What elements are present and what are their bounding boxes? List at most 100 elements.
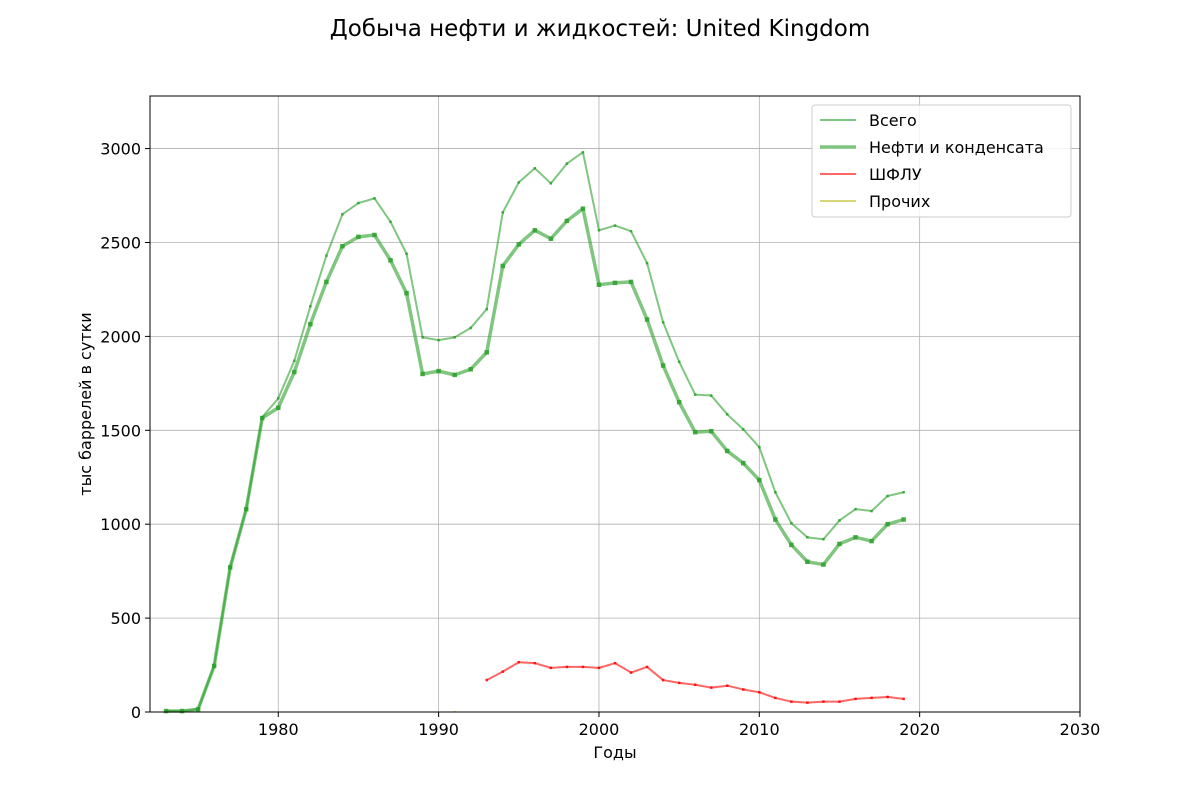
data-point — [517, 660, 521, 664]
data-point — [501, 670, 505, 673]
data-point — [372, 232, 377, 238]
data-point — [774, 491, 777, 494]
data-point — [341, 213, 344, 216]
data-point — [404, 290, 409, 296]
data-point — [356, 234, 361, 240]
data-point — [243, 506, 249, 512]
data-point — [469, 326, 472, 330]
series-2 — [485, 660, 905, 704]
data-point — [789, 542, 794, 548]
plot-frame — [149, 95, 1081, 713]
data-point — [629, 671, 633, 674]
data-point — [709, 686, 713, 689]
legend-box — [811, 104, 1072, 218]
data-point — [870, 509, 873, 513]
data-point — [692, 429, 698, 435]
data-point — [325, 254, 328, 257]
data-point — [437, 338, 440, 342]
y-tick-label: 500 — [110, 609, 141, 628]
data-point — [821, 562, 826, 567]
data-point — [790, 522, 793, 525]
data-point — [806, 536, 809, 539]
data-point — [484, 350, 489, 355]
data-point — [516, 242, 522, 247]
data-point — [885, 521, 890, 527]
data-point — [822, 537, 825, 541]
data-point — [485, 678, 488, 682]
data-point — [596, 282, 602, 287]
data-point — [758, 691, 761, 694]
data-point — [628, 279, 634, 285]
data-point — [533, 661, 537, 665]
data-point — [757, 477, 762, 483]
data-point — [629, 229, 633, 233]
data-point — [211, 663, 217, 669]
data-point — [838, 700, 841, 703]
data-point — [501, 211, 505, 214]
data-point — [822, 700, 825, 703]
data-point — [660, 363, 666, 368]
data-point — [259, 415, 265, 421]
data-point — [485, 307, 488, 311]
data-point — [564, 218, 570, 224]
data-point — [580, 206, 586, 211]
data-point — [517, 181, 521, 184]
legend-label: Всего — [869, 111, 917, 130]
data-point — [597, 229, 601, 232]
series-layer — [163, 151, 906, 714]
data-point — [742, 428, 745, 431]
data-point — [565, 665, 569, 669]
data-point — [790, 700, 793, 703]
data-point — [565, 162, 569, 165]
data-point — [902, 491, 905, 494]
data-point — [725, 413, 729, 416]
data-point — [676, 399, 682, 405]
data-point — [661, 678, 665, 682]
x-axis-label: Годы — [593, 743, 636, 762]
data-point — [837, 541, 842, 547]
data-point — [693, 393, 697, 396]
legend-label: Прочих — [869, 192, 930, 211]
data-point — [293, 359, 296, 363]
data-point — [597, 666, 601, 670]
axis-ticks: 1980 1990 2000 2010 2020 2030 0 500 1000 1500 2000… — [100, 140, 1100, 739]
data-point — [227, 565, 233, 570]
legend: Всего Нефти и конденсата ШФЛУ Прочих — [811, 104, 1072, 218]
x-tick-label: 1980 — [258, 720, 299, 739]
data-point — [421, 336, 424, 339]
x-tick-label: 2000 — [579, 720, 620, 739]
data-point — [276, 405, 281, 411]
data-point — [741, 460, 746, 466]
data-point — [453, 336, 456, 339]
data-point — [869, 538, 874, 544]
data-point — [612, 280, 618, 286]
data-point — [405, 252, 408, 256]
data-point — [420, 371, 425, 377]
y-tick-label: 2000 — [100, 327, 141, 346]
data-point — [838, 519, 841, 522]
y-tick-label: 2500 — [100, 233, 141, 252]
chart-title: Добыча нефти и жидкостей: United Kingdom — [330, 16, 871, 42]
data-point — [806, 701, 809, 704]
data-point — [532, 228, 538, 233]
data-point — [645, 665, 649, 669]
data-point — [324, 279, 329, 285]
data-point — [773, 517, 778, 522]
data-point — [500, 263, 506, 269]
data-point — [644, 317, 650, 322]
x-tick-label: 1990 — [418, 720, 459, 739]
data-point — [195, 706, 201, 712]
x-tick-label: 2020 — [899, 720, 940, 739]
data-point — [388, 258, 393, 263]
series-1 — [163, 206, 906, 714]
data-point — [308, 321, 313, 327]
data-point — [340, 243, 345, 249]
data-point — [179, 708, 185, 714]
data-point — [661, 321, 665, 324]
data-point — [677, 681, 681, 685]
y-tick-label: 1000 — [100, 515, 141, 534]
data-point — [581, 151, 585, 154]
y-tick-label: 3000 — [100, 140, 141, 159]
data-point — [886, 695, 889, 699]
